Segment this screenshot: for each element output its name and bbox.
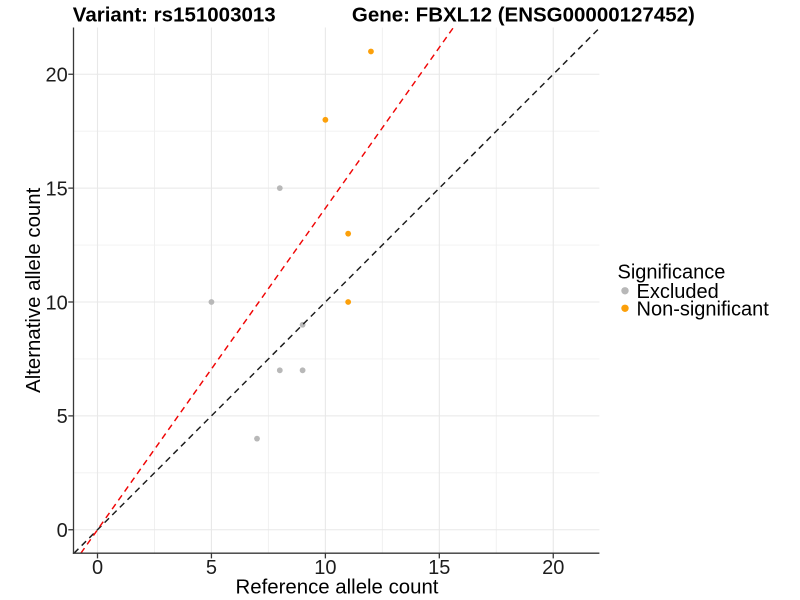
svg-text:0: 0 (92, 557, 103, 579)
svg-text:5: 5 (206, 557, 217, 579)
svg-text:Variant: rs151003013: Variant: rs151003013 (73, 3, 276, 26)
svg-text:10: 10 (46, 292, 68, 314)
svg-text:Gene: FBXL12 (ENSG00000127452): Gene: FBXL12 (ENSG00000127452) (352, 3, 695, 26)
svg-text:20: 20 (542, 557, 564, 579)
svg-text:0: 0 (57, 520, 68, 542)
svg-text:Non-significant: Non-significant (637, 299, 770, 321)
svg-text:15: 15 (46, 178, 68, 200)
svg-text:20: 20 (46, 65, 68, 87)
svg-text:Reference allele count: Reference allele count (236, 577, 439, 599)
svg-text:Alternative allele count: Alternative allele count (23, 187, 45, 392)
svg-text:Significance: Significance (618, 262, 726, 284)
svg-text:10: 10 (314, 557, 336, 579)
svg-text:15: 15 (428, 557, 450, 579)
svg-text:5: 5 (57, 406, 68, 428)
svg-text:Excluded: Excluded (637, 281, 719, 303)
